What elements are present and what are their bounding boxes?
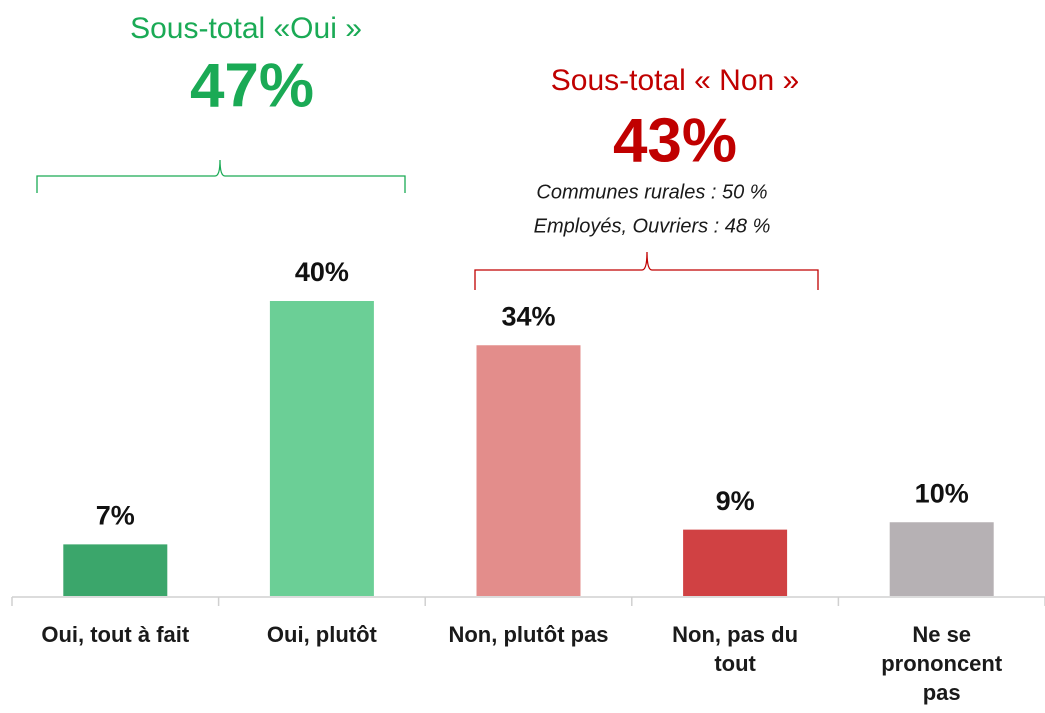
bar: [889, 522, 994, 596]
bar: [269, 301, 374, 596]
x-tick-label: Ne se prononcent pas: [881, 622, 1003, 705]
oui-title: Sous-total «Oui »: [130, 12, 362, 45]
non-note: Communes rurales : 50 %: [536, 181, 767, 203]
value-label: 9%: [716, 486, 755, 516]
value-label: 10%: [915, 478, 969, 508]
bar: [476, 345, 581, 596]
oui-bracket: [36, 159, 406, 193]
value-label: 7%: [96, 501, 135, 531]
value-label: 40%: [295, 257, 349, 287]
x-tick-label: Non, plutôt pas: [448, 622, 609, 647]
bar: [63, 544, 168, 596]
x-tick-label: Non, pas du tout: [672, 622, 799, 676]
non-note: Employés, Ouvriers : 48 %: [534, 215, 771, 237]
oui-total: 47%: [190, 51, 314, 120]
non-total: 43%: [613, 106, 737, 175]
x-tick-label: Oui, plutôt: [266, 622, 377, 647]
non-bracket: [474, 251, 819, 290]
value-label: 34%: [501, 301, 555, 331]
bar: [683, 529, 788, 596]
x-tick-label: Oui, tout à fait: [41, 622, 190, 647]
non-title: Sous-total « Non »: [551, 64, 799, 97]
